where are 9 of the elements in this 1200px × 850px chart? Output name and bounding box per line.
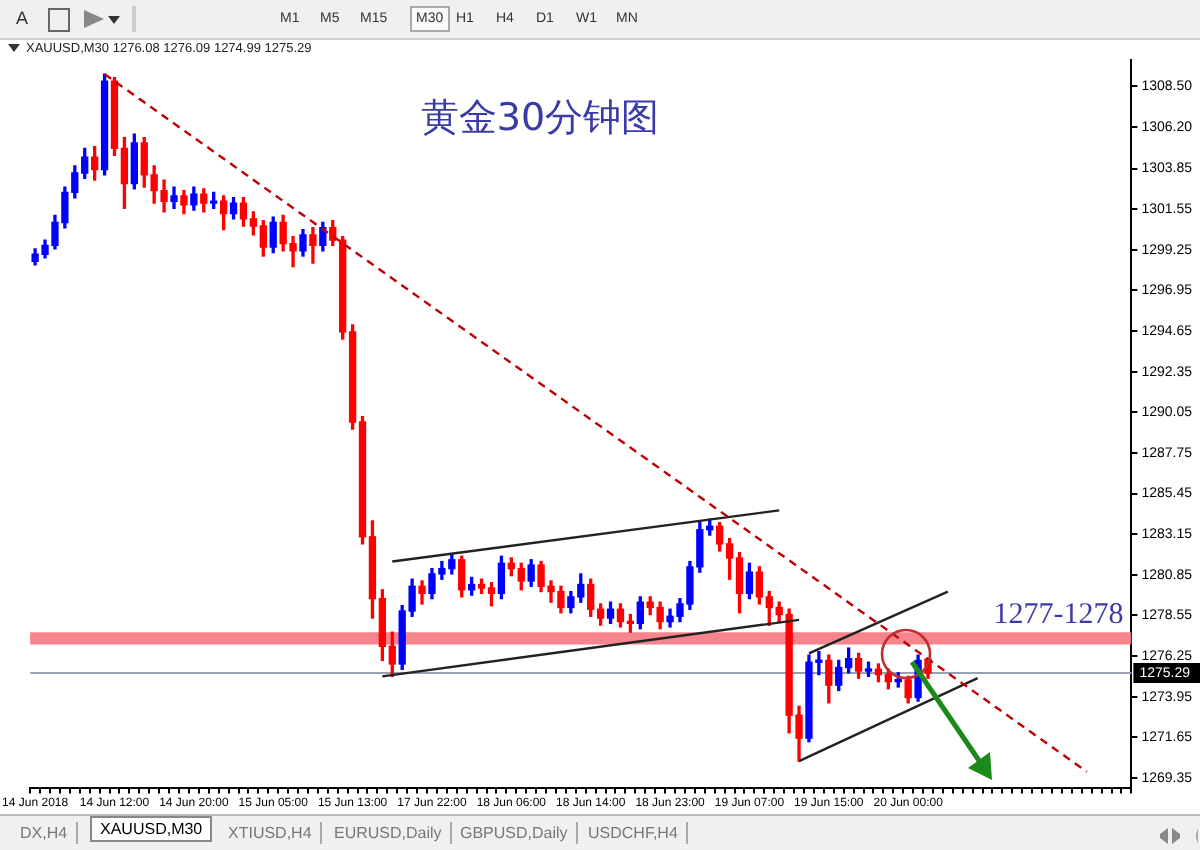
text: XTIUSD,H4 (220, 822, 322, 844)
text: DX,H4 (12, 822, 78, 844)
text: GBPUSD,Daily (452, 822, 578, 844)
text: USDCHF,H4 (580, 822, 688, 844)
text: 黄金30分钟图 (420, 95, 660, 140)
band-label: 1277-1278 (993, 599, 1124, 632)
text: EURUSD,Daily (326, 822, 452, 844)
text: A (16, 8, 29, 28)
text: XAUUSD,M30 (90, 816, 213, 842)
